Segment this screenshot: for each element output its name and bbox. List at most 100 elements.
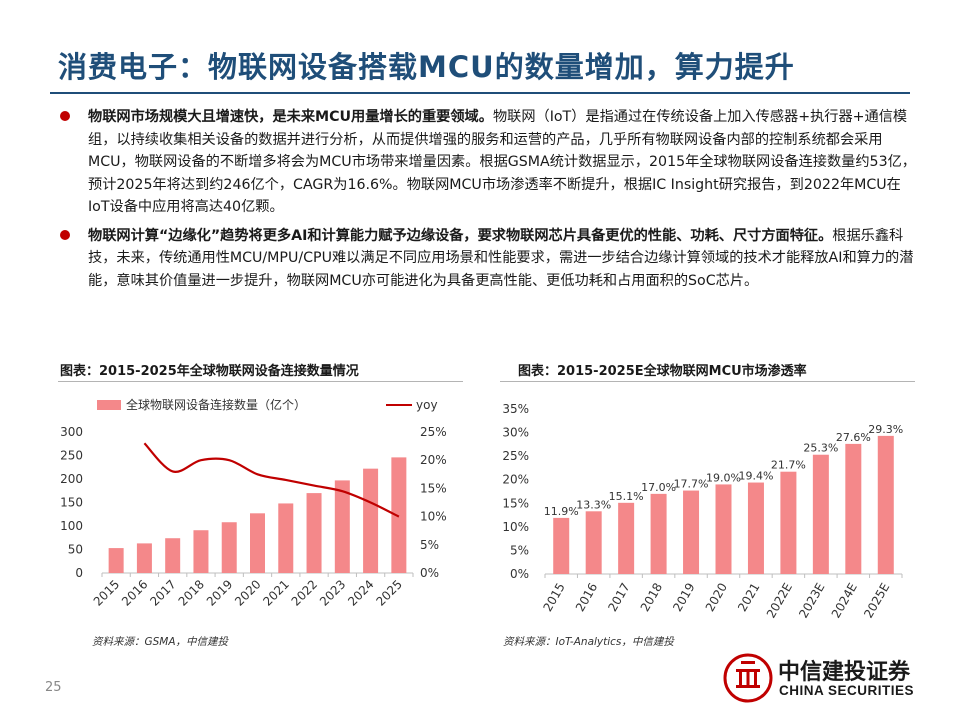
data-label: 17.0% <box>641 481 676 494</box>
y-left-tick-label: 100 <box>60 519 83 533</box>
y-right-tick-label: 20% <box>420 453 447 467</box>
logo-cn-text: 中信建投证券 <box>778 660 911 685</box>
y-tick-label: 35% <box>502 402 529 416</box>
y-left-tick-label: 150 <box>60 496 83 510</box>
x-tick-label: 2023 <box>317 577 348 608</box>
bullet-lead: 物联网计算“边缘化”趋势将更多AI和计算能力赋予边缘设备，要求物联网芯片具备更优… <box>88 227 833 244</box>
bar <box>747 482 764 574</box>
x-tick-label: 2020 <box>232 577 263 608</box>
data-label: 21.7% <box>771 459 806 472</box>
data-label: 15.1% <box>609 490 644 503</box>
y-right-tick-label: 25% <box>420 425 447 439</box>
bar <box>165 538 181 573</box>
x-tick-label: 2021 <box>735 581 762 614</box>
data-label: 29.3% <box>868 423 903 436</box>
bullet-body: 物联网（IoT）是指通过在传统设备上加入传感器+执行器+通信模组，以持续收集相关… <box>88 109 916 215</box>
logo-en-text: CHINA SECURITIES <box>779 683 915 698</box>
y-left-tick-label: 0 <box>75 566 83 580</box>
y-tick-label: 10% <box>502 520 529 534</box>
y-tick-label: 20% <box>502 473 529 487</box>
left-chart-source: 资料来源：GSMA，中信建投 <box>92 636 229 648</box>
bullet-body: 根据乐鑫科技，未来，传统通用性MCU/MPU/CPU难以满足不同应用场景和性能要… <box>88 227 914 289</box>
x-tick-label: 2016 <box>573 581 600 614</box>
bar <box>193 530 209 573</box>
bullet-item: 物联网市场规模大且增速快，是未来MCU用量增长的重要领域。物联网（IoT）是指通… <box>58 106 918 219</box>
bullet-dot-icon <box>60 229 70 240</box>
right-chart-title-rule <box>500 381 915 382</box>
left-chart-title-rule <box>58 381 463 382</box>
y-tick-label: 0% <box>510 567 529 581</box>
bullet-item: 物联网计算“边缘化”趋势将更多AI和计算能力赋予边缘设备，要求物联网芯片具备更优… <box>58 225 918 293</box>
legend-bar-label: 全球物联网设备连接数量（亿个） <box>126 397 306 412</box>
x-tick-label: 2017 <box>147 577 178 608</box>
bar <box>108 548 124 573</box>
right-chart-title: 图表：2015-2025E全球物联网MCU市场渗透率 <box>518 364 807 379</box>
x-tick-label: 2025 <box>373 577 404 608</box>
page-number: 25 <box>45 680 62 695</box>
y-right-tick-label: 0% <box>420 566 439 580</box>
data-label: 19.4% <box>738 470 773 483</box>
bar <box>553 517 570 574</box>
bullet-list: 物联网市场规模大且增速快，是未来MCU用量增长的重要领域。物联网（IoT）是指通… <box>58 106 918 298</box>
x-tick-label: 2021 <box>260 577 291 608</box>
x-tick-label: 2025E <box>861 581 892 621</box>
y-tick-label: 5% <box>510 543 529 557</box>
bar <box>585 511 602 574</box>
y-right-tick-label: 15% <box>420 481 447 495</box>
bar <box>363 468 379 573</box>
left-chart-title: 图表：2015-2025年全球物联网设备连接数量情况 <box>60 364 359 379</box>
y-left-tick-label: 50 <box>68 543 83 557</box>
bar <box>250 513 265 573</box>
bar <box>278 503 294 573</box>
x-tick-label: 2020 <box>703 581 730 614</box>
y-right-tick-label: 5% <box>420 538 439 552</box>
company-logo: 中信建投证券 CHINA SECURITIES <box>722 652 922 706</box>
y-right-tick-label: 10% <box>420 510 447 524</box>
y-tick-label: 15% <box>502 496 529 510</box>
bar <box>221 522 237 573</box>
bar <box>877 435 894 574</box>
y-tick-label: 25% <box>502 449 529 463</box>
bullet-dot-icon <box>60 111 70 121</box>
x-tick-label: 2016 <box>119 577 150 608</box>
x-tick-label: 2019 <box>204 577 235 608</box>
x-tick-label: 2023E <box>796 581 827 621</box>
x-tick-label: 2024 <box>345 577 376 608</box>
x-tick-label: 2018 <box>638 581 665 614</box>
x-tick-label: 2017 <box>605 581 632 614</box>
bar <box>136 543 152 573</box>
data-label: 17.7% <box>674 478 709 491</box>
bar <box>715 484 732 574</box>
bar <box>391 457 407 573</box>
bar <box>618 502 635 574</box>
right-chart-source: 资料来源：IoT-Analytics，中信建投 <box>503 636 674 648</box>
data-label: 11.9% <box>544 505 579 518</box>
x-tick-label: 2015 <box>540 581 567 614</box>
yoy-line <box>143 442 400 518</box>
y-left-tick-label: 250 <box>60 449 83 463</box>
connections-chart: 全球物联网设备连接数量（亿个） yoy 0 50 100 150 200 250 300 0% 5%… <box>60 397 447 609</box>
bar <box>812 454 829 574</box>
y-tick-label: 30% <box>502 426 529 440</box>
bar <box>780 471 797 574</box>
x-tick-label: 2022 <box>289 577 320 608</box>
y-left-tick-label: 300 <box>60 425 83 439</box>
bar <box>306 493 322 573</box>
data-label: 19.0% <box>706 471 741 484</box>
x-tick-label: 2019 <box>670 581 697 614</box>
legend-line-label: yoy <box>416 398 438 412</box>
bar <box>845 443 862 574</box>
bullet-lead: 物联网市场规模大且增速快，是未来MCU用量增长的重要领域。 <box>88 109 493 125</box>
page-title: 消费电子：物联网设备搭载MCU的数量增加，算力提升 <box>58 50 795 84</box>
x-tick-label: 2015 <box>91 577 122 608</box>
data-label: 13.3% <box>576 498 611 511</box>
bar <box>683 490 700 574</box>
legend-bar-swatch <box>97 400 121 410</box>
y-left-tick-label: 200 <box>60 472 83 486</box>
x-tick-label: 2018 <box>176 577 207 608</box>
x-tick-label: 2022E <box>764 581 795 621</box>
title-divider <box>50 92 910 94</box>
x-tick-label: 2024E <box>829 581 860 621</box>
data-label: 27.6% <box>836 431 871 444</box>
data-label: 25.3% <box>803 442 838 455</box>
